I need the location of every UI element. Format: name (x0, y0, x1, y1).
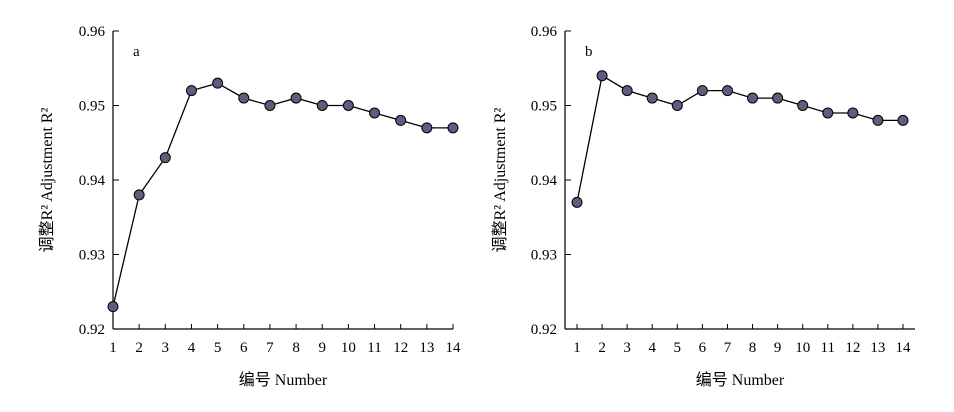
x-tick-label: 10 (341, 340, 356, 356)
data-point (133, 189, 145, 201)
data-point (797, 100, 809, 111)
x-tick-label: 14 (446, 340, 462, 356)
data-point (721, 85, 733, 97)
data-point (772, 92, 784, 104)
y-tick-label: 0.96 (79, 24, 106, 40)
x-tick-label: 1 (573, 340, 581, 356)
x-tick-label: 2 (135, 340, 143, 356)
data-point (107, 301, 119, 313)
y-tick-label: 0.96 (531, 24, 558, 40)
x-tick-label: 11 (821, 340, 835, 356)
x-tick-label: 2 (598, 340, 606, 356)
y-axis-label: 调整R² Adjustment R² (491, 107, 509, 252)
x-tick-label: 3 (162, 340, 170, 356)
data-point (395, 114, 407, 126)
x-tick-label: 14 (896, 340, 912, 356)
x-tick-label: 12 (845, 340, 860, 356)
x-tick-label: 13 (419, 340, 434, 356)
data-point (696, 85, 708, 97)
x-tick-label: 1 (109, 340, 117, 356)
data-point (316, 100, 328, 111)
data-point (369, 107, 381, 119)
panel-b: 0.920.930.940.950.961 2 3 4 5 6 7 8 9 10 11 12 13 14b… (491, 24, 915, 389)
data-point (671, 100, 683, 111)
x-axis-label: 编号 Number (696, 371, 785, 389)
data-point (342, 100, 354, 111)
data-point (897, 114, 909, 126)
data-point (646, 92, 658, 104)
x-axis-label: 编号 Number (239, 371, 328, 389)
y-tick-label: 0.95 (531, 99, 557, 115)
x-tick-label: 12 (393, 340, 408, 356)
x-tick-label: 10 (795, 340, 810, 356)
x-tick-label: 8 (749, 340, 757, 356)
data-point (571, 196, 583, 208)
x-tick-label: 5 (674, 340, 682, 356)
data-point (159, 152, 171, 164)
panel-a: 0.920.930.940.950.961 2 3 4 5 6 7 8 9 10 11 12 13 14a… (38, 24, 461, 389)
data-point (290, 92, 302, 104)
x-tick-label: 11 (367, 340, 381, 356)
y-tick-label: 0.92 (79, 322, 105, 338)
x-tick-label: 9 (774, 340, 782, 356)
data-point (238, 92, 250, 104)
x-tick-label: 6 (240, 340, 248, 356)
data-point (185, 85, 197, 97)
data-point (747, 92, 759, 104)
x-tick-label: 4 (648, 340, 656, 356)
y-tick-label: 0.95 (79, 99, 105, 115)
data-point (621, 85, 633, 97)
x-tick-label: 7 (724, 340, 732, 356)
data-point (264, 100, 276, 111)
x-tick-label: 3 (623, 340, 631, 356)
x-tick-label: 8 (292, 340, 300, 356)
data-point (596, 70, 608, 82)
data-point (212, 77, 224, 89)
data-point (822, 107, 834, 119)
panel-label: b (585, 44, 593, 60)
x-tick-label: 13 (870, 340, 885, 356)
y-axis-label: 调整R² Adjustment R² (38, 107, 56, 252)
x-tick-label: 7 (266, 340, 274, 356)
data-point (847, 107, 859, 119)
y-tick-label: 0.94 (531, 173, 558, 189)
x-tick-label: 6 (699, 340, 707, 356)
panel-label: a (133, 44, 140, 60)
y-tick-label: 0.93 (79, 248, 105, 264)
y-tick-label: 0.93 (531, 248, 557, 264)
x-tick-label: 9 (318, 340, 326, 356)
x-tick-label: 5 (214, 340, 222, 356)
data-point (421, 122, 433, 134)
data-point (447, 122, 459, 134)
y-tick-label: 0.92 (531, 322, 557, 338)
data-point (872, 114, 884, 126)
y-tick-label: 0.94 (79, 173, 106, 189)
x-tick-label: 4 (188, 340, 196, 356)
